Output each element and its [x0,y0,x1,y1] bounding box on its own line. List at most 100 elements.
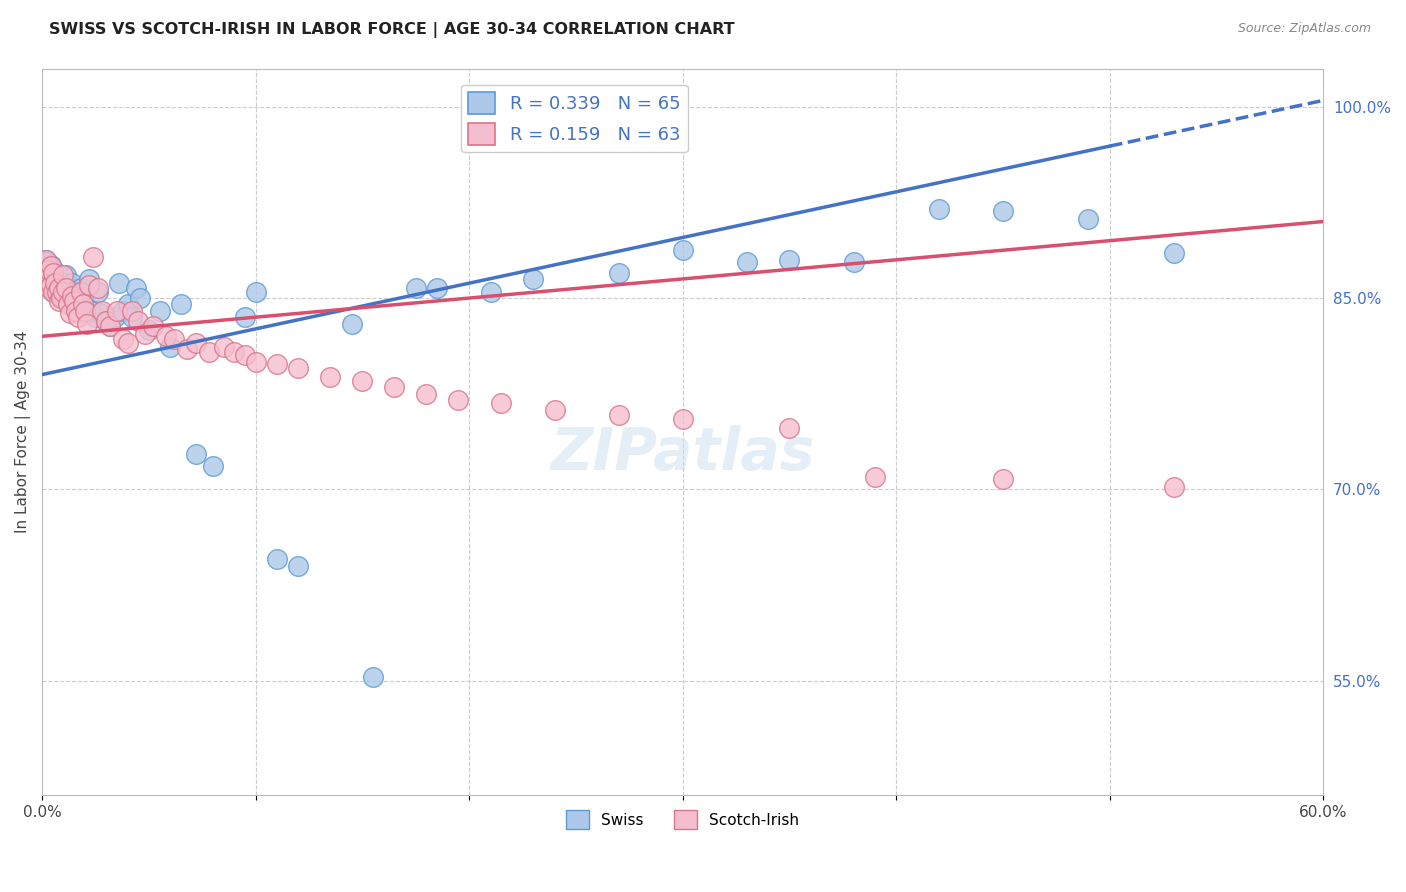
Point [56,297,79,311]
Point [90,303,112,318]
Point [60,288,83,302]
Point [1163,246,1185,260]
Point [607,266,630,280]
Point [163,332,186,346]
Point [38,281,60,295]
Point [96,314,118,328]
Point [100,319,122,334]
Point [607,409,630,423]
Point [142,319,165,334]
Point [112,332,135,346]
Point [52,276,75,290]
Point [86,281,108,295]
Point [86,285,108,299]
Point [319,370,342,384]
Point [35,272,58,286]
Point [55,268,77,282]
Point [67,303,90,318]
Point [170,297,193,311]
Point [287,558,309,573]
Point [65,293,87,308]
Point [77,278,100,293]
Point [155,329,177,343]
Point [287,361,309,376]
Point [46,266,69,280]
Point [991,204,1014,219]
Point [72,297,94,311]
Point [52,291,75,305]
Point [69,281,91,295]
Point [39,278,62,293]
Point [224,344,246,359]
Text: SWISS VS SCOTCH-IRISH IN LABOR FORCE | AGE 30-34 CORRELATION CHART: SWISS VS SCOTCH-IRISH IN LABOR FORCE | A… [49,22,735,38]
Point [1077,212,1099,227]
Point [415,386,437,401]
Point [69,285,91,299]
Point [48,281,70,295]
Point [55,281,77,295]
Point [543,403,565,417]
Point [489,395,512,409]
Point [104,310,127,325]
Point [60,276,83,290]
Point [35,252,58,267]
Point [121,310,143,325]
Point [863,469,886,483]
Point [361,670,384,684]
Point [89,306,111,320]
Point [138,323,160,337]
Point [108,276,131,290]
Point [48,293,70,308]
Point [46,278,69,293]
Point [52,268,75,282]
Point [184,335,207,350]
Text: ZIPatlas: ZIPatlas [550,425,815,483]
Point [56,285,79,299]
Point [38,263,60,277]
Point [426,281,449,295]
Point [35,255,58,269]
Y-axis label: In Labor Force | Age 30-34: In Labor Force | Age 30-34 [15,331,31,533]
Point [266,552,288,566]
Text: Source: ZipAtlas.com: Source: ZipAtlas.com [1237,22,1371,36]
Point [125,281,148,295]
Point [233,310,256,325]
Point [117,297,139,311]
Point [405,281,427,295]
Point [991,472,1014,486]
Point [38,266,60,280]
Point [52,285,75,299]
Point [245,285,267,299]
Point [46,285,69,299]
Point [39,276,62,290]
Legend: Swiss, Scotch-Irish: Swiss, Scotch-Irish [560,805,806,835]
Point [176,342,198,356]
Point [778,252,800,267]
Point [121,303,143,318]
Point [522,272,544,286]
Point [1163,480,1185,494]
Point [65,303,87,318]
Point [63,285,86,299]
Point [82,250,104,264]
Point [96,314,118,328]
Point [212,339,235,353]
Point [352,374,374,388]
Point [928,202,950,216]
Point [245,355,267,369]
Point [842,255,865,269]
Point [38,263,60,277]
Point [55,281,77,295]
Point [44,272,66,286]
Point [42,285,65,299]
Point [479,285,502,299]
Point [778,421,800,435]
Point [42,285,65,299]
Point [39,259,62,273]
Point [159,339,181,353]
Point [197,344,219,359]
Point [73,303,96,318]
Point [384,380,406,394]
Point [59,306,82,320]
Point [42,266,65,280]
